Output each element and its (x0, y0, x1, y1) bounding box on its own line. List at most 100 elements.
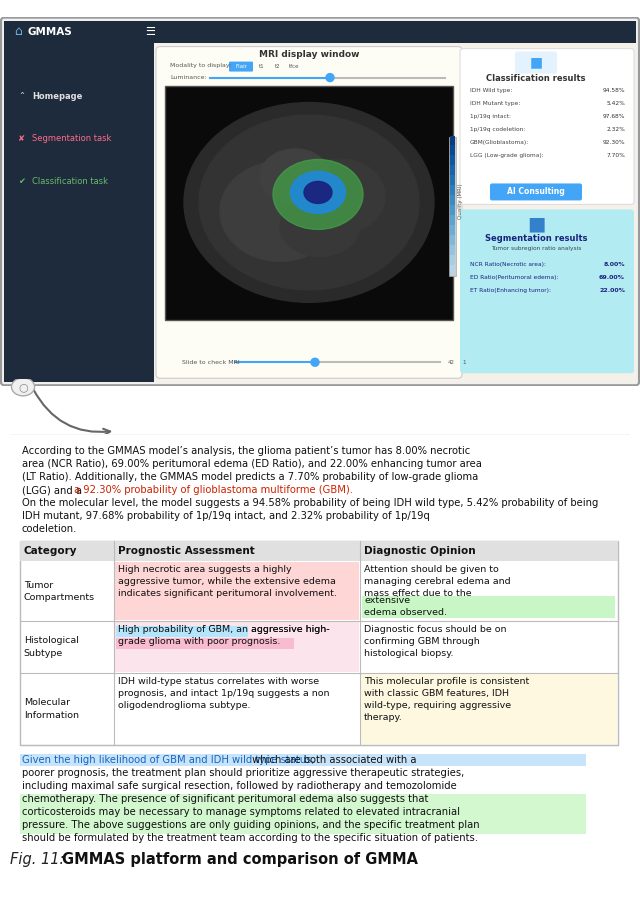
Text: Segmentation task: Segmentation task (32, 134, 111, 143)
Text: 1p/19q intact:: 1p/19q intact: (470, 114, 511, 119)
FancyBboxPatch shape (154, 43, 636, 383)
Text: Luminance:: Luminance: (170, 75, 207, 80)
Text: IDH Mutant type:: IDH Mutant type: (470, 101, 520, 106)
FancyBboxPatch shape (165, 86, 453, 321)
Text: IDH Wild type:: IDH Wild type: (470, 88, 513, 93)
Text: Segmentation results: Segmentation results (484, 234, 588, 243)
Ellipse shape (260, 149, 330, 204)
FancyBboxPatch shape (450, 225, 455, 236)
Text: IDH wild-type status correlates with worse
prognosis, and intact 1p/19q suggests: IDH wild-type status correlates with wor… (118, 677, 329, 710)
Text: NCR Ratio(Necrotic area):: NCR Ratio(Necrotic area): (470, 261, 546, 267)
Text: 92.30%: 92.30% (602, 140, 625, 145)
Text: ■: ■ (529, 55, 543, 69)
Text: Modality to display:: Modality to display: (170, 63, 231, 68)
Text: Classification results: Classification results (486, 74, 586, 83)
FancyBboxPatch shape (450, 155, 455, 165)
Ellipse shape (304, 181, 332, 203)
Text: Category: Category (24, 546, 77, 556)
Text: ED Ratio(Peritumoral edema):: ED Ratio(Peritumoral edema): (470, 274, 559, 280)
Text: ■: ■ (527, 215, 545, 234)
Text: ☰: ☰ (145, 27, 155, 37)
FancyBboxPatch shape (450, 265, 455, 275)
FancyBboxPatch shape (229, 62, 253, 71)
Text: Attention should be given to
managing cerebral edema and
mass effect due to the: Attention should be given to managing ce… (364, 565, 511, 598)
Text: According to the GMMAS model’s analysis, the glioma patient’s tumor has 8.00% ne: According to the GMMAS model’s analysis,… (22, 446, 470, 456)
Text: Histological
Subtype: Histological Subtype (24, 637, 79, 658)
FancyArrowPatch shape (33, 389, 110, 435)
Text: Given the high likelihood of GBM and IDH wild type status,: Given the high likelihood of GBM and IDH… (22, 755, 314, 765)
Text: 1: 1 (462, 359, 465, 365)
Text: MRI display window: MRI display window (259, 50, 359, 59)
Text: corticosteroids may be necessary to manage symptoms related to elevated intracra: corticosteroids may be necessary to mana… (22, 808, 460, 817)
Ellipse shape (184, 103, 434, 302)
Circle shape (12, 378, 35, 395)
Text: which are both associated with a: which are both associated with a (250, 755, 417, 765)
Text: codeletion.: codeletion. (22, 524, 77, 534)
FancyBboxPatch shape (115, 563, 359, 620)
FancyBboxPatch shape (20, 795, 586, 834)
Text: 1p/19q codeletion:: 1p/19q codeletion: (470, 127, 525, 132)
Text: High probability of GBM, an aggressive high-
grade glioma with poor prognosis.: High probability of GBM, an aggressive h… (118, 626, 329, 646)
Text: 2.32%: 2.32% (606, 127, 625, 132)
Ellipse shape (273, 160, 363, 229)
FancyBboxPatch shape (362, 596, 615, 618)
FancyBboxPatch shape (450, 136, 455, 145)
Text: (LT Ratio). Additionally, the GMMAS model predicts a 7.70% probability of low-gr: (LT Ratio). Additionally, the GMMAS mode… (22, 472, 478, 482)
FancyBboxPatch shape (450, 165, 455, 176)
Text: IDH mutant, 97.68% probability of 1p/19q intact, and 2.32% probability of 1p/19q: IDH mutant, 97.68% probability of 1p/19q… (22, 511, 429, 521)
Text: ⌂: ⌂ (14, 25, 22, 38)
Text: area (NCR Ratio), 69.00% peritumoral edema (ED Ratio), and 22.00% enhancing tumo: area (NCR Ratio), 69.00% peritumoral ede… (22, 459, 482, 469)
Text: Flair: Flair (235, 64, 247, 69)
Ellipse shape (291, 172, 346, 213)
Ellipse shape (220, 162, 340, 261)
FancyBboxPatch shape (116, 626, 248, 638)
FancyBboxPatch shape (20, 541, 618, 561)
Text: t1: t1 (259, 64, 265, 69)
Text: High necrotic area suggests a highly
aggressive tumor, while the extensive edema: High necrotic area suggests a highly agg… (118, 565, 337, 598)
FancyBboxPatch shape (1, 18, 639, 385)
Text: (LGG) and a: (LGG) and a (22, 485, 85, 495)
Text: On the molecular level, the model suggests a 94.58% probability of being IDH wil: On the molecular level, the model sugges… (22, 498, 598, 508)
Text: pressure. The above suggestions are only guiding opinions, and the specific trea: pressure. The above suggestions are only… (22, 821, 479, 831)
Text: extensive
edema observed.: extensive edema observed. (364, 596, 447, 617)
FancyBboxPatch shape (450, 205, 455, 215)
FancyBboxPatch shape (450, 145, 455, 155)
FancyBboxPatch shape (450, 196, 455, 205)
Text: GMMAS platform and comparison of GMMA: GMMAS platform and comparison of GMMA (62, 852, 418, 868)
Text: 94.58%: 94.58% (602, 88, 625, 93)
FancyBboxPatch shape (460, 210, 634, 373)
Text: ○: ○ (18, 382, 28, 392)
FancyBboxPatch shape (20, 541, 618, 746)
FancyBboxPatch shape (460, 49, 634, 204)
Text: ✘: ✘ (18, 134, 25, 143)
Ellipse shape (199, 115, 419, 290)
Text: Tumor subregion ratio analysis: Tumor subregion ratio analysis (491, 246, 581, 251)
FancyBboxPatch shape (450, 186, 455, 196)
FancyBboxPatch shape (515, 52, 557, 74)
FancyBboxPatch shape (20, 754, 586, 766)
Ellipse shape (295, 159, 385, 234)
Text: Prognostic Assessment: Prognostic Assessment (118, 546, 254, 556)
Text: 22.00%: 22.00% (599, 288, 625, 293)
Text: GMMAS: GMMAS (28, 27, 73, 37)
Text: chemotherapy. The presence of significant peritumoral edema also suggests that: chemotherapy. The presence of significan… (22, 795, 428, 804)
Text: High probability of GBM, an aggressive high-
grade glioma with poor prognosis.: High probability of GBM, an aggressive h… (118, 626, 329, 646)
Text: 97.68%: 97.68% (602, 114, 625, 119)
FancyBboxPatch shape (450, 215, 455, 225)
Text: LGG (Low-grade glioma):: LGG (Low-grade glioma): (470, 153, 544, 158)
Text: tfce: tfce (289, 64, 300, 69)
Text: This molecular profile is consistent
with classic GBM features, IDH
wild-type, r: This molecular profile is consistent wit… (364, 677, 529, 722)
FancyBboxPatch shape (450, 255, 455, 265)
Text: 5.42%: 5.42% (606, 101, 625, 106)
FancyBboxPatch shape (4, 43, 154, 383)
FancyBboxPatch shape (450, 236, 455, 246)
Text: t2: t2 (275, 64, 281, 69)
Text: 7.70%: 7.70% (606, 153, 625, 158)
Circle shape (326, 74, 334, 81)
FancyBboxPatch shape (115, 622, 359, 673)
FancyBboxPatch shape (450, 176, 455, 186)
Text: Fig. 11:: Fig. 11: (10, 852, 69, 868)
Text: Tumor
Compartments: Tumor Compartments (24, 580, 95, 602)
Text: Classification task: Classification task (32, 177, 108, 186)
Text: 8.00%: 8.00% (604, 261, 625, 267)
